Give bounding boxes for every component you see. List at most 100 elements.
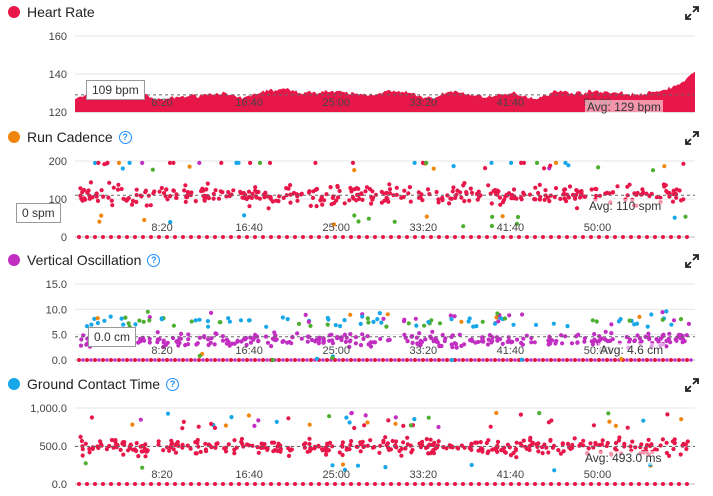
data-point <box>591 423 597 428</box>
data-point <box>432 440 437 445</box>
y-tick-label: 120 <box>49 107 67 119</box>
data-point <box>575 340 580 345</box>
data-point <box>589 187 594 192</box>
data-point <box>603 191 608 196</box>
help-icon[interactable]: ? <box>147 253 161 267</box>
data-point <box>450 189 455 194</box>
data-point <box>105 160 110 165</box>
expand-icon[interactable] <box>685 378 699 392</box>
data-point <box>593 442 599 447</box>
zero-point <box>253 482 257 486</box>
zero-point <box>561 358 565 362</box>
data-point <box>286 416 291 421</box>
y-tick-label: 1,000.0 <box>30 403 67 415</box>
data-point <box>368 438 373 443</box>
data-point <box>330 355 335 360</box>
data-point <box>90 195 95 200</box>
x-tick-label: 41:40 <box>497 345 525 357</box>
zero-point <box>589 358 593 362</box>
data-point <box>107 443 112 449</box>
data-point <box>375 317 380 322</box>
data-point <box>436 424 441 430</box>
zero-point <box>133 235 137 239</box>
data-point <box>431 166 436 171</box>
data-point <box>89 322 94 327</box>
data-point <box>330 463 335 468</box>
data-point <box>201 193 206 199</box>
data-point <box>83 441 88 446</box>
data-point <box>209 310 214 315</box>
y-tick-label: 500.0 <box>39 441 67 453</box>
data-point <box>607 191 612 196</box>
data-point <box>134 199 139 205</box>
data-point <box>567 184 573 189</box>
data-point <box>95 198 100 203</box>
data-point <box>262 195 267 200</box>
data-point <box>270 357 275 363</box>
data-point <box>303 312 308 317</box>
zero-point <box>237 358 241 362</box>
zero-point <box>93 358 97 362</box>
data-point <box>572 436 577 441</box>
zero-point <box>417 358 421 362</box>
zero-point <box>381 235 385 239</box>
data-point <box>161 448 166 453</box>
data-point <box>340 440 345 445</box>
zero-point <box>169 358 173 362</box>
expand-icon[interactable] <box>685 6 699 20</box>
data-point <box>224 341 229 346</box>
zero-point <box>465 358 469 362</box>
data-point <box>354 198 359 203</box>
data-point <box>296 321 302 326</box>
data-point <box>326 317 331 322</box>
expand-icon[interactable] <box>685 254 699 268</box>
zero-point <box>349 482 353 486</box>
data-point <box>255 445 260 450</box>
expand-icon[interactable] <box>685 131 699 145</box>
data-point <box>310 195 316 200</box>
data-point <box>553 186 559 191</box>
zero-point <box>405 358 409 362</box>
zero-point <box>277 358 281 362</box>
data-point <box>308 446 313 451</box>
data-point <box>618 317 623 322</box>
data-point <box>79 196 84 201</box>
data-point <box>515 337 520 342</box>
data-point <box>347 344 352 349</box>
help-icon[interactable]: ? <box>166 377 180 391</box>
zero-point <box>233 358 237 362</box>
zero-point <box>557 482 561 486</box>
zero-point <box>333 235 337 239</box>
zero-point <box>645 235 649 239</box>
help-icon[interactable]: ? <box>118 130 132 144</box>
data-point <box>518 195 524 200</box>
data-point <box>246 189 252 194</box>
x-tick-label: 8:20 <box>151 345 172 357</box>
data-point <box>220 338 226 343</box>
data-point <box>365 420 370 425</box>
data-point <box>402 188 407 193</box>
data-point <box>547 199 552 204</box>
data-point <box>147 340 152 345</box>
data-point <box>109 198 114 203</box>
data-point <box>130 422 135 427</box>
y-tick-label: 0.0 <box>52 479 67 491</box>
zero-point <box>485 358 489 362</box>
data-point <box>347 420 352 425</box>
zero-point <box>197 482 201 486</box>
data-point <box>281 195 286 200</box>
ground-contact-time-chart: 1,000.0 500.0 0.0 8:20 16:40 25:00 33:20 41:40 5… <box>30 403 695 491</box>
data-point <box>494 447 499 453</box>
zero-point <box>337 358 341 362</box>
zero-point <box>517 235 521 239</box>
zero-point <box>533 482 537 486</box>
data-point <box>193 440 198 445</box>
data-point <box>247 204 252 209</box>
zero-point <box>461 235 465 239</box>
zero-point <box>477 358 481 362</box>
data-point <box>123 315 128 320</box>
zero-point <box>497 358 501 362</box>
zero-point <box>181 358 185 362</box>
data-point <box>424 437 429 442</box>
data-point <box>660 310 665 315</box>
